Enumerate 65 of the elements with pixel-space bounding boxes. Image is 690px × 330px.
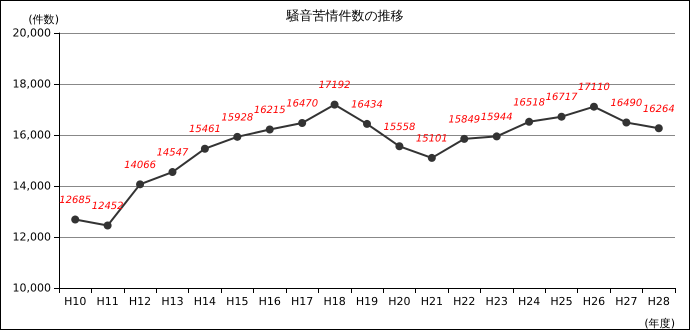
data-label: 15944	[480, 112, 513, 123]
x-tick-label: H19	[356, 295, 378, 308]
point	[71, 216, 80, 224]
point	[395, 142, 404, 150]
chart-title: 騒音苦情件数の推移	[286, 9, 404, 24]
x-tick-label: H25	[550, 295, 573, 308]
data-label: 15928	[221, 112, 254, 124]
point	[233, 132, 242, 141]
x-axis-title: (年度)	[644, 317, 675, 330]
x-tick-label: H27	[615, 295, 638, 308]
point	[654, 124, 663, 132]
data-label: 16490	[610, 98, 642, 110]
point	[266, 126, 274, 134]
x-tick-label: H10	[64, 295, 86, 308]
y-tick-label: 20,000	[12, 26, 51, 40]
data-label: 14066	[124, 160, 156, 171]
x-tick-label: H14	[194, 295, 216, 308]
data-label: 15849	[448, 114, 480, 126]
data-label: 14547	[156, 148, 190, 159]
point	[622, 118, 630, 127]
point	[590, 102, 598, 111]
data-label: 16470	[286, 98, 318, 110]
point	[492, 132, 501, 140]
y-axis-title: (件数)	[28, 13, 59, 26]
point	[525, 118, 534, 126]
data-label: 16264	[642, 104, 675, 115]
x-tick-label: H12	[128, 295, 152, 308]
y-tick-label: 10,000	[12, 282, 51, 294]
point	[330, 100, 339, 109]
data-label: 16717	[546, 92, 578, 104]
y-tick-label: 14,000	[12, 180, 51, 192]
data-label: 15101	[416, 133, 448, 144]
x-tick-label: H24	[518, 295, 540, 308]
x-tick-label: H16	[258, 295, 281, 308]
point	[298, 119, 306, 128]
x-tick-label: H22	[453, 295, 476, 308]
data-label: 17192	[318, 80, 350, 92]
data-label: 16215	[254, 105, 286, 116]
x-tick-label: H26	[582, 295, 606, 308]
point	[363, 120, 371, 128]
x-tick-label: H11	[96, 295, 119, 308]
point	[168, 168, 176, 176]
data-label: 16434	[351, 99, 383, 110]
x-tick-label: H18	[323, 295, 346, 308]
x-tick-label: H20	[388, 295, 411, 308]
data-label: 15558	[384, 122, 416, 133]
point	[136, 180, 144, 188]
point	[200, 144, 209, 153]
point	[104, 221, 112, 230]
y-tick-label: 12,000	[12, 230, 51, 244]
point	[460, 134, 468, 143]
x-tick-label: H23	[486, 295, 508, 308]
data-label: 16518	[513, 97, 546, 108]
point	[558, 112, 566, 121]
data-label: 15461	[188, 124, 221, 136]
x-tick-label: H28	[648, 295, 670, 308]
y-tick-label: 18,000	[12, 78, 51, 90]
y-tick-label: 16,000	[12, 128, 51, 142]
x-tick-label: H13	[161, 295, 184, 308]
data-label: 17110	[578, 82, 610, 94]
point	[428, 154, 436, 162]
x-tick-label: H15	[226, 295, 248, 308]
data-label: 12452	[92, 200, 124, 212]
x-tick-label: H21	[420, 295, 443, 308]
x-tick-label: H17	[291, 295, 314, 308]
